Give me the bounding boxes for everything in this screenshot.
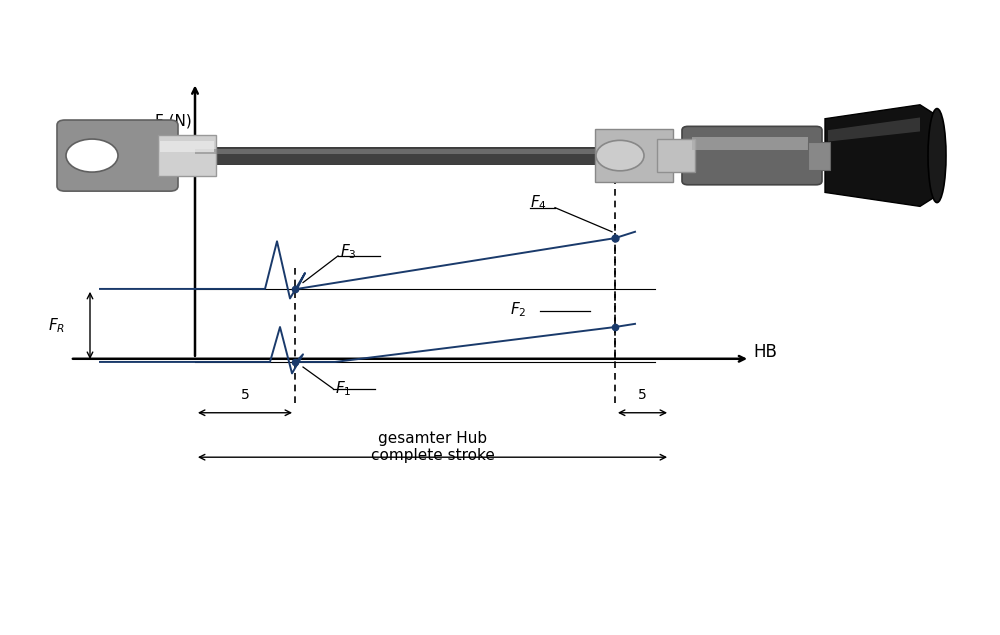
Text: $F_R$: $F_R$ <box>48 316 66 335</box>
Circle shape <box>596 140 644 171</box>
Bar <box>692 137 808 150</box>
Ellipse shape <box>928 109 946 203</box>
Text: $F_1$: $F_1$ <box>335 380 351 398</box>
Bar <box>595 129 673 182</box>
Circle shape <box>66 139 118 172</box>
Text: $F_3$: $F_3$ <box>340 242 357 260</box>
Text: complete stroke: complete stroke <box>371 448 494 464</box>
FancyBboxPatch shape <box>57 120 178 191</box>
Text: F (N): F (N) <box>155 113 191 128</box>
Bar <box>158 135 216 176</box>
Bar <box>160 141 214 152</box>
Bar <box>657 139 695 172</box>
Text: $F_4$: $F_4$ <box>530 194 547 212</box>
Bar <box>192 147 607 164</box>
Text: gesamter Hub: gesamter Hub <box>378 431 487 446</box>
FancyBboxPatch shape <box>682 126 822 185</box>
Text: 5: 5 <box>241 388 249 402</box>
Text: $F_2$: $F_2$ <box>510 300 526 319</box>
Bar <box>195 149 603 154</box>
Bar <box>808 142 830 170</box>
Polygon shape <box>828 117 920 142</box>
Text: HB: HB <box>753 344 777 361</box>
Polygon shape <box>825 105 938 206</box>
Text: 5: 5 <box>638 388 647 402</box>
